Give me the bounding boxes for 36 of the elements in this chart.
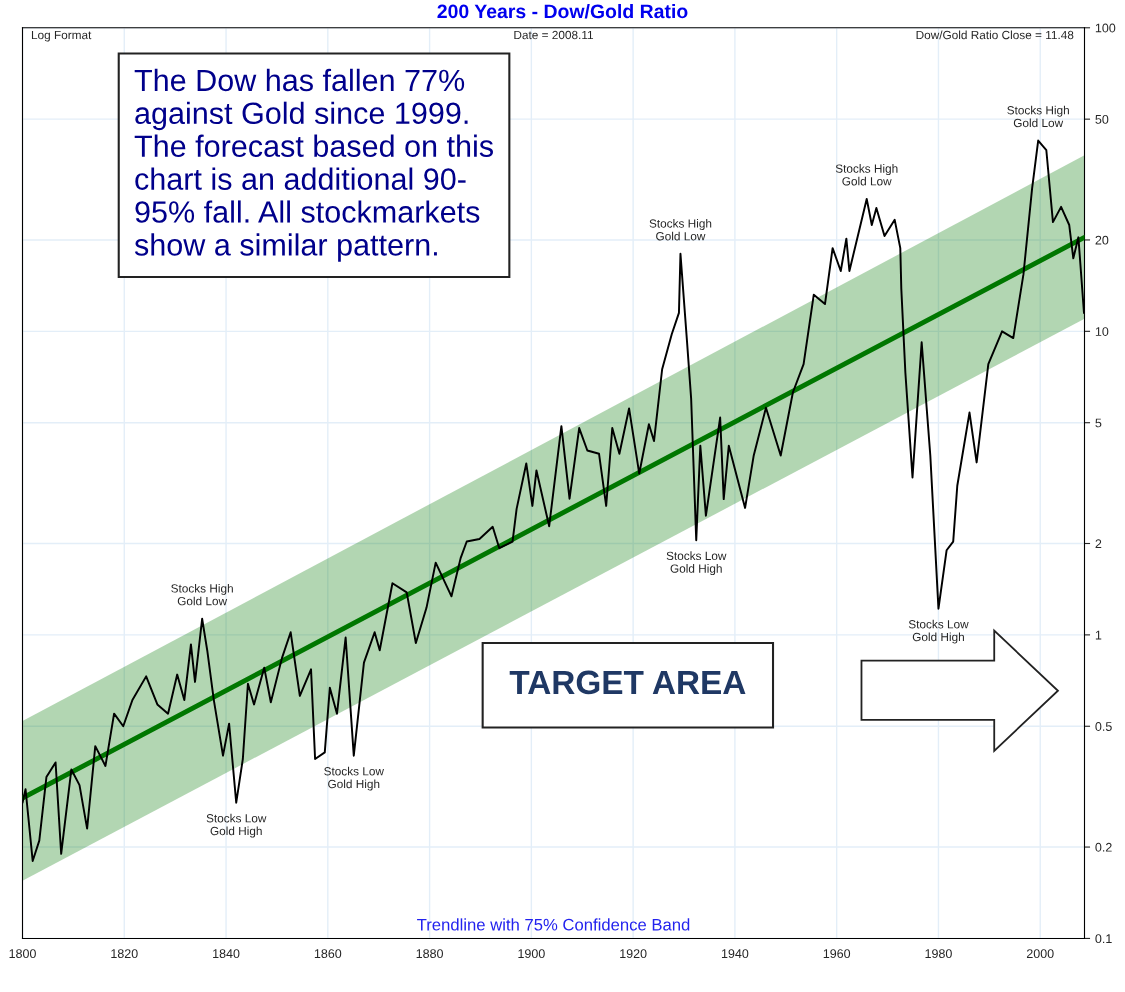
- x-tick-label: 1940: [721, 949, 749, 959]
- x-tick-label: 1800: [9, 949, 36, 959]
- annotation: Stocks Low Gold High: [206, 813, 267, 838]
- x-tick-label: 1840: [213, 949, 240, 959]
- y-tick-label: 5: [1095, 418, 1102, 428]
- y-tick-label: 100: [1095, 23, 1116, 33]
- annotation: Stocks Low Gold High: [324, 766, 384, 791]
- x-tick-label: 2000: [1026, 949, 1054, 959]
- y-tick-label: 0.1: [1095, 934, 1112, 944]
- annotation: The Dow has fallen 77% against Gold since 1999. The forecast based on this chart is an additional 90- 95% fall. All stockmarkets show a similar pattern.: [134, 68, 493, 262]
- y-tick-label: 50: [1095, 114, 1109, 124]
- annotation: Stocks High Gold Low: [171, 583, 233, 606]
- annotation: Stocks Low Gold High: [908, 619, 969, 644]
- y-tick-label: 2: [1095, 539, 1102, 549]
- annotation: Date = 2008.11: [514, 30, 594, 40]
- chart-title: 200 Years - Dow/Gold Ratio: [437, 3, 688, 19]
- x-tick-label: 1920: [620, 949, 647, 959]
- annotation: Dow/Gold Ratio Close = 11.48: [916, 30, 1074, 40]
- y-tick-label: 1: [1095, 630, 1102, 640]
- y-tick-label: 10: [1095, 327, 1109, 336]
- x-tick-label: 1900: [518, 949, 545, 959]
- x-tick-label: 1960: [823, 949, 851, 959]
- annotation: Log Format: [31, 30, 92, 42]
- y-tick-label: 0.5: [1095, 722, 1112, 731]
- x-tick-label: 1860: [314, 949, 342, 959]
- annotation: TARGET AREA: [509, 670, 746, 695]
- y-tick-label: 20: [1095, 235, 1109, 245]
- y-tick-label: 0.2: [1095, 842, 1112, 852]
- annotation: Stocks High Gold Low: [835, 164, 898, 186]
- x-tick-label: 1820: [111, 949, 138, 959]
- annotation: Stocks Low Gold High: [666, 551, 727, 576]
- x-tick-label: 1880: [416, 949, 444, 959]
- annotation: Stocks High Gold Low: [1007, 105, 1069, 128]
- annotation: Trendline with 75% Confidence Band: [417, 918, 690, 931]
- x-tick-label: 1980: [925, 949, 952, 959]
- annotation: Stocks High Gold Low: [649, 219, 712, 241]
